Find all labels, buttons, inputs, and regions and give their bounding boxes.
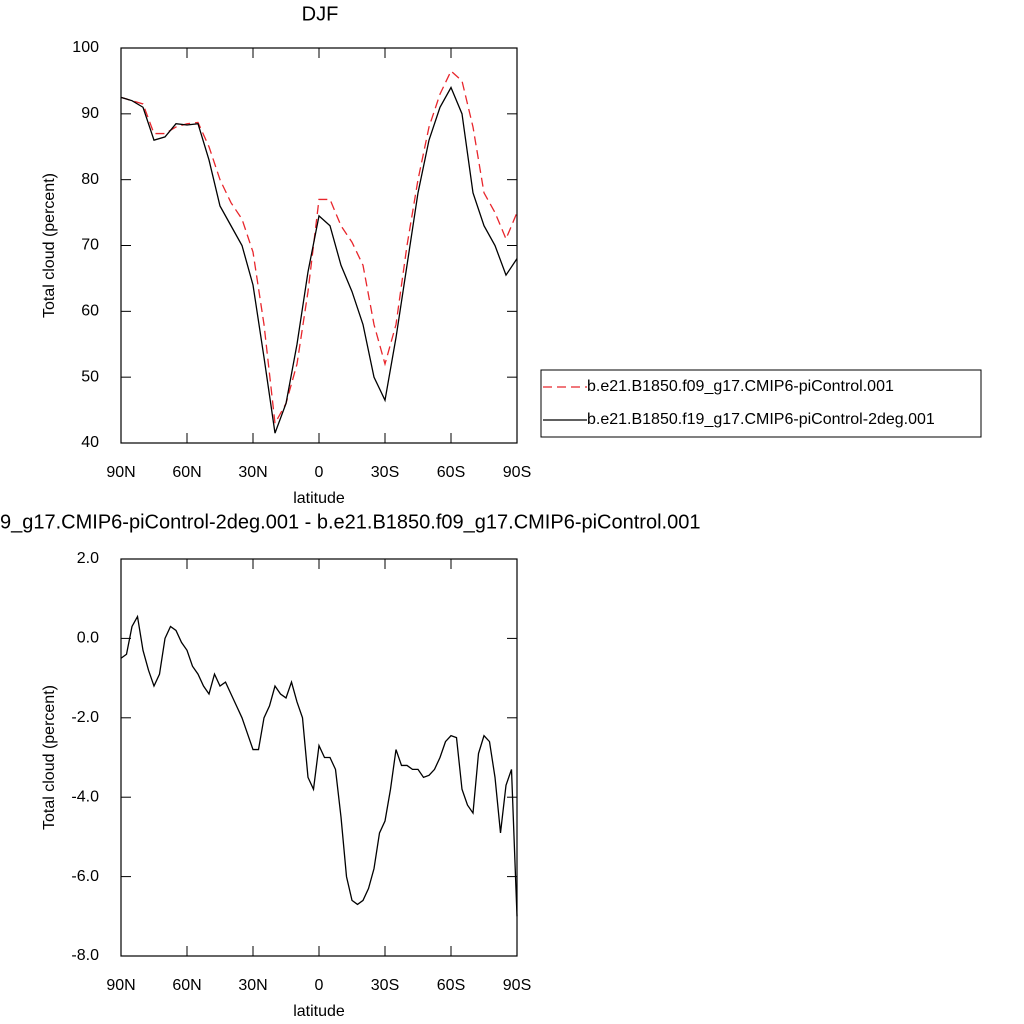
- x-tick-label: 90N: [106, 977, 135, 994]
- x-tick-label: 30N: [238, 464, 267, 481]
- x-tick-label: 90S: [503, 464, 531, 481]
- x-tick-label: 30N: [238, 977, 267, 994]
- x-tick-label: 60N: [172, 464, 201, 481]
- chart-title: 9_g17.CMIP6-piControl-2deg.001 - b.e21.B…: [0, 511, 700, 533]
- y-tick-label: -2.0: [71, 709, 99, 726]
- y-axis-label: Total cloud (percent): [41, 173, 58, 318]
- legend-label: b.e21.B1850.f19_g17.CMIP6-piControl-2deg…: [587, 411, 935, 428]
- y-tick-label: -4.0: [71, 788, 99, 805]
- y-axis-label: Total cloud (percent): [41, 685, 58, 830]
- x-tick-label: 60S: [437, 977, 465, 994]
- y-tick-label: 100: [72, 39, 99, 56]
- y-tick-label: -6.0: [71, 868, 99, 885]
- x-tick-label: 90N: [106, 464, 135, 481]
- y-tick-label: -8.0: [71, 947, 99, 964]
- x-tick-label: 60N: [172, 977, 201, 994]
- x-tick-label: 30S: [371, 977, 399, 994]
- x-tick-label: 30S: [371, 464, 399, 481]
- plot-frame: [120, 558, 518, 957]
- y-tick-label: 70: [81, 237, 99, 254]
- y-tick-label: 60: [81, 303, 99, 320]
- y-tick-label: 2.0: [77, 550, 99, 567]
- chart-title: DJF: [302, 3, 339, 25]
- data-line: [120, 614, 518, 917]
- y-tick-label: 90: [81, 105, 99, 122]
- y-tick-label: 40: [81, 434, 99, 451]
- legend-label: b.e21.B1850.f09_g17.CMIP6-piControl.001: [587, 378, 894, 395]
- x-tick-label: 0: [315, 977, 324, 994]
- data-line: [120, 69, 518, 426]
- x-axis-label: latitude: [293, 490, 345, 507]
- legend-box: [540, 369, 982, 438]
- data-line: [120, 86, 518, 434]
- x-tick-label: 60S: [437, 464, 465, 481]
- x-tick-label: 0: [315, 464, 324, 481]
- y-tick-label: 0.0: [77, 630, 99, 647]
- y-tick-label: 80: [81, 171, 99, 188]
- plot-frame: [120, 47, 518, 444]
- x-axis-label: latitude: [293, 1003, 345, 1020]
- y-tick-label: 50: [81, 368, 99, 385]
- x-tick-label: 90S: [503, 977, 531, 994]
